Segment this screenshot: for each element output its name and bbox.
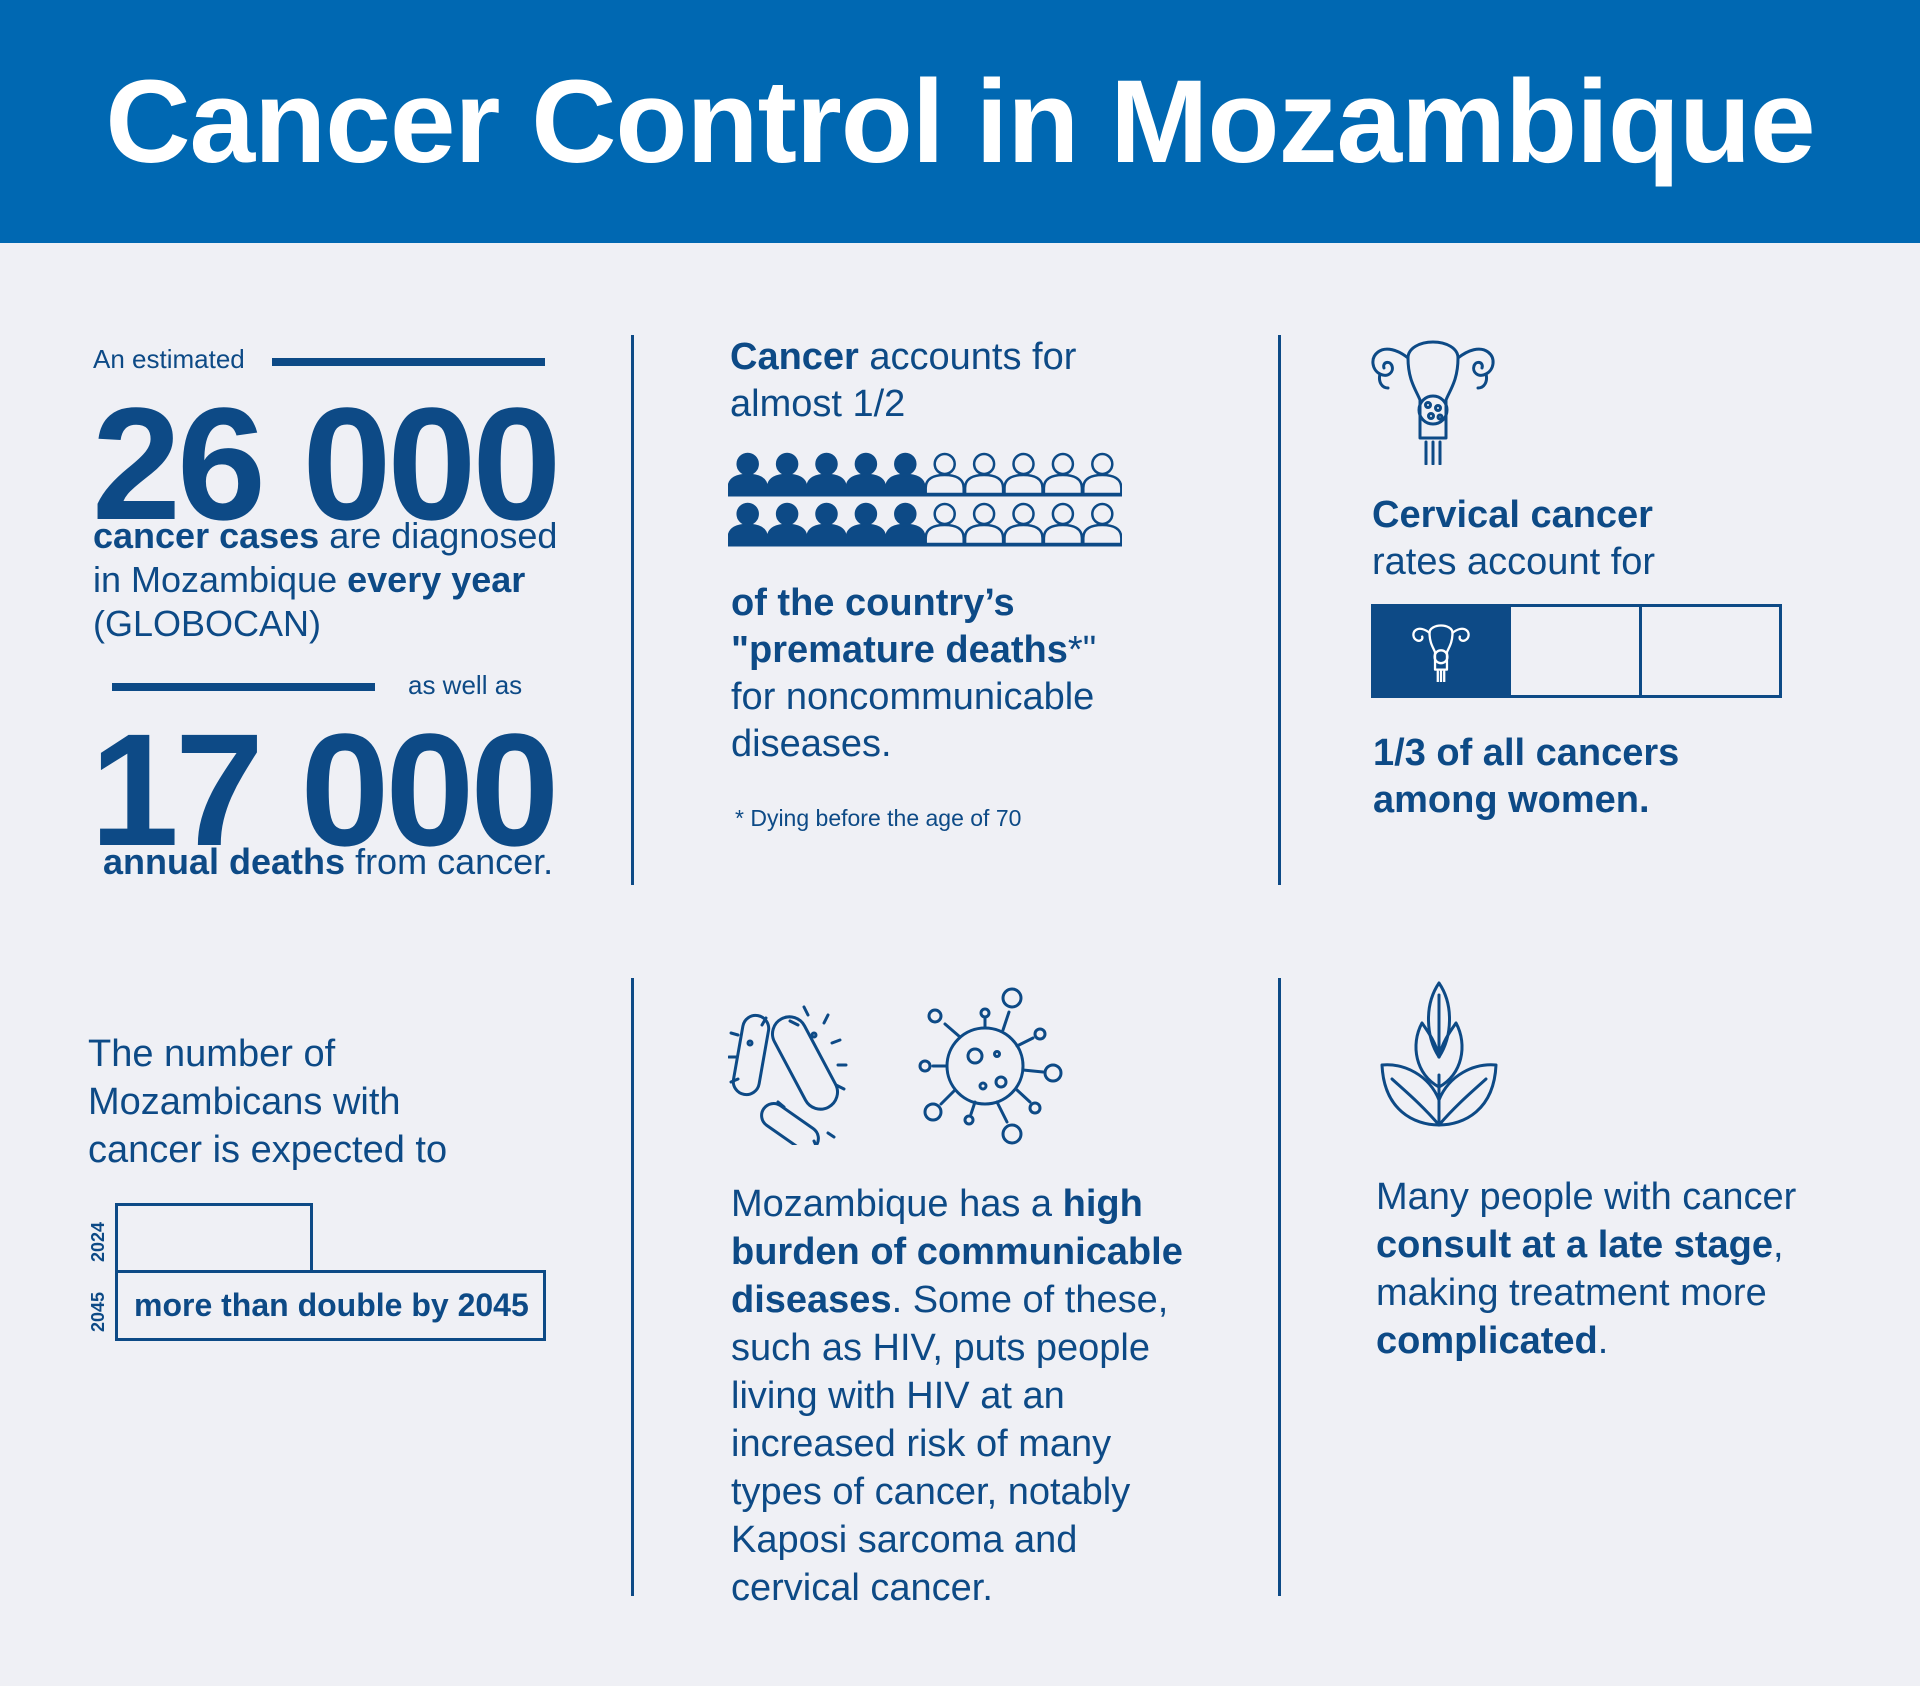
- person-filled-icon: [728, 502, 768, 546]
- comm-rest-1: . Some of these,: [891, 1279, 1169, 1321]
- fraction-empty-cell: [1642, 607, 1779, 695]
- cervical-result-2: among women.: [1373, 779, 1650, 821]
- uterus-icon: [1371, 340, 1495, 465]
- deaths-number: 17 000: [90, 700, 559, 879]
- person-outline-icon: [1042, 502, 1084, 546]
- comm-intro: Mozambique has a: [731, 1183, 1063, 1225]
- late-bold-2: complicated: [1376, 1320, 1598, 1362]
- comm-line-5: living with HIV at an: [731, 1375, 1065, 1417]
- divider: [631, 978, 634, 1596]
- comm-bold-2: burden of communicable: [731, 1231, 1183, 1273]
- premature-intro: Cancer accounts for almost 1/2: [730, 334, 1076, 428]
- deaths-bold: annual deaths: [103, 841, 346, 882]
- person-filled-icon: [806, 452, 847, 496]
- cancer-bold: Cancer: [730, 336, 859, 378]
- person-filled-icon: [885, 502, 926, 546]
- cervical-result-1: 1/3 of all cancers: [1373, 732, 1680, 774]
- fraction-filled-cell: [1374, 607, 1511, 695]
- top-rule: [272, 358, 545, 366]
- communicable-description: Mozambique has a high burden of communic…: [731, 1180, 1183, 1612]
- late-line-1: Many people with cancer: [1376, 1176, 1797, 1218]
- comm-bold-3: diseases: [731, 1279, 892, 1321]
- person-outline-icon: [924, 452, 965, 496]
- comm-bold-1: high: [1062, 1183, 1143, 1225]
- comm-line-7: types of cancer, notably: [731, 1471, 1131, 1513]
- page-title: Cancer Control in Mozambique: [105, 55, 1815, 188]
- mid-rule: [112, 683, 375, 691]
- divider: [631, 335, 634, 885]
- premature-asterisk: *": [1067, 629, 1097, 671]
- as-well-as-label: as well as: [408, 670, 523, 700]
- every-year-bold: every year: [347, 559, 526, 600]
- person-filled-icon: [728, 452, 768, 496]
- person-outline-icon: [1042, 452, 1084, 496]
- growth-line-1: The number of: [88, 1033, 336, 1075]
- person-outline-icon: [1003, 502, 1044, 546]
- person-outline-icon: [963, 502, 1005, 546]
- divider: [1278, 978, 1281, 1596]
- footnote: * Dying before the age of 70: [735, 805, 1022, 831]
- cervical-subtitle: rates account for: [1372, 541, 1656, 583]
- cases-bold: cancer cases: [93, 515, 320, 556]
- cases-number: 26 000: [92, 374, 561, 553]
- person-outline-icon: [963, 452, 1005, 496]
- comm-line-9: cervical cancer.: [731, 1567, 993, 1609]
- late-period: .: [1597, 1320, 1609, 1362]
- growth-line-2: Mozambicans with: [88, 1081, 401, 1123]
- person-outline-icon: [924, 502, 965, 546]
- premature-bold-2: "premature deaths: [731, 629, 1068, 671]
- comm-line-4: such as HIV, puts people: [731, 1327, 1150, 1369]
- estimated-label: An estimated: [93, 344, 245, 374]
- late-line-3: making treatment more: [1376, 1272, 1767, 1314]
- leaf-icon: [1380, 981, 1498, 1127]
- cervical-result: 1/3 of all cancers among women.: [1373, 730, 1679, 824]
- premature-rest-1: for noncommunicable: [731, 676, 1095, 718]
- person-outline-icon: [1082, 502, 1122, 546]
- person-filled-icon: [885, 452, 926, 496]
- cases-description: cancer cases are diagnosed in Mozambique…: [93, 514, 573, 646]
- year-2045-label: 2045: [88, 1291, 108, 1332]
- growth-line-3: cancer is expected to: [88, 1129, 448, 1171]
- cervical-bold: Cervical cancer: [1372, 494, 1653, 536]
- divider: [1278, 335, 1281, 885]
- fraction-bar: [1371, 604, 1782, 698]
- growth-label: more than double by 2045: [134, 1287, 529, 1323]
- deaths-rest: from cancer.: [345, 841, 554, 882]
- cases-mid: are diagnosed in Mozambique: [93, 515, 558, 600]
- almost-half: almost 1/2: [730, 383, 906, 425]
- growth-intro: The number of Mozambicans with cancer is…: [88, 1030, 447, 1174]
- uterus-icon: [1412, 624, 1470, 682]
- premature-rest-2: diseases.: [731, 723, 892, 765]
- person-outline-icon: [1003, 452, 1044, 496]
- bar-2024: [115, 1203, 313, 1273]
- late-stage-description: Many people with cancer consult at a lat…: [1376, 1173, 1796, 1365]
- people-grid: [728, 452, 1122, 547]
- comm-line-8: Kaposi sarcoma and: [731, 1519, 1078, 1561]
- premature-description: of the country’s "premature deaths*" for…: [731, 580, 1096, 768]
- premature-bold-1: of the country’s: [731, 582, 1015, 624]
- virus-icon: [918, 987, 1063, 1145]
- person-filled-icon: [766, 452, 808, 496]
- accounts-for: accounts for: [858, 336, 1077, 378]
- cervical-intro: Cervical cancer rates account for: [1372, 492, 1655, 586]
- fraction-empty-cell: [1511, 607, 1642, 695]
- person-filled-icon: [845, 452, 887, 496]
- cases-source: (GLOBOCAN): [93, 603, 322, 644]
- bar-2045: more than double by 2045: [115, 1270, 546, 1341]
- person-outline-icon: [1082, 452, 1122, 496]
- deaths-description: annual deaths from cancer.: [103, 840, 553, 884]
- late-bold-1: consult at a late stage: [1376, 1224, 1774, 1266]
- late-comma: ,: [1773, 1224, 1784, 1266]
- person-filled-icon: [845, 502, 887, 546]
- person-filled-icon: [766, 502, 808, 546]
- page-header: Cancer Control in Mozambique: [0, 0, 1920, 243]
- person-filled-icon: [806, 502, 847, 546]
- comm-line-6: increased risk of many: [731, 1423, 1112, 1465]
- year-2024-label: 2024: [88, 1221, 108, 1262]
- bacteria-icon: [728, 1005, 848, 1145]
